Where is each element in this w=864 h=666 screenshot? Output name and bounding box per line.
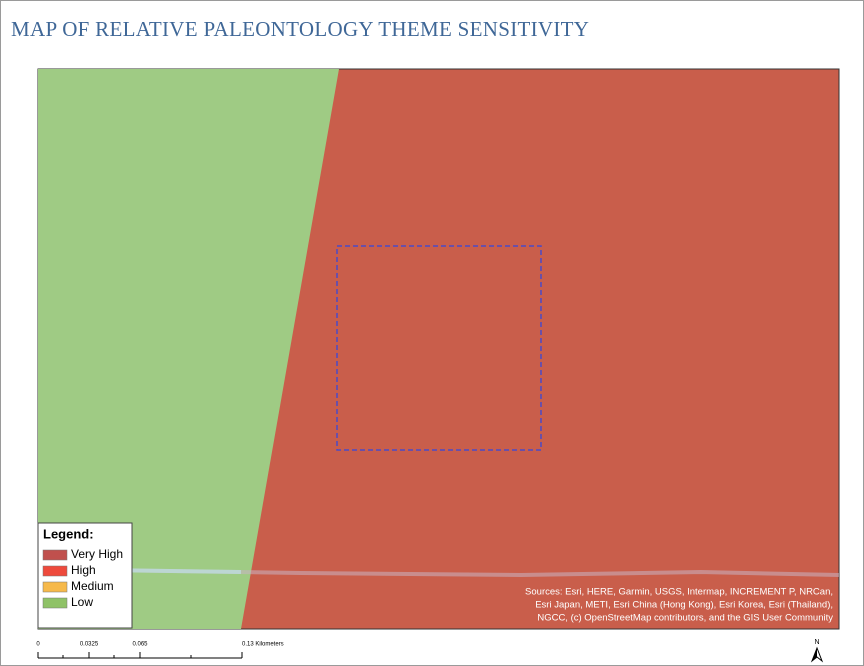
legend-label: Low: [71, 595, 93, 609]
scale-label: 0: [36, 642, 40, 648]
scale-labels: 0 0.0325 0.065 0.13 Kilometers: [36, 642, 283, 648]
attribution: Sources: Esri, HERE, Garmin, USGS, Inter…: [525, 587, 833, 624]
legend-label: High: [71, 563, 96, 577]
legend-swatch: [42, 565, 68, 577]
attribution-line: Esri Japan, METI, Esri China (Hong Kong)…: [535, 600, 833, 611]
legend-swatch: [42, 581, 68, 593]
scale-label: 0.0325: [80, 642, 99, 648]
scale-bar: [37, 652, 243, 659]
legend-title: Legend:: [43, 526, 94, 541]
scale-label: 0.13 Kilometers: [242, 642, 284, 648]
map-title: MAP OF RELATIVE PALEONTOLOGY THEME SENSI…: [11, 17, 590, 41]
attribution-line: NGCC, (c) OpenStreetMap contributors, an…: [537, 613, 833, 624]
legend-items: Very High High Medium Low: [42, 547, 123, 609]
project-boundary: [336, 245, 542, 451]
legend-swatch: [42, 597, 68, 609]
legend-label: Very High: [71, 547, 123, 561]
north-arrow: N: [810, 639, 824, 663]
north-label: N: [814, 639, 819, 646]
scale-label: 0.065: [132, 642, 148, 648]
legend-label: Medium: [71, 579, 114, 593]
legend-swatch: [42, 549, 68, 561]
attribution-line: Sources: Esri, HERE, Garmin, USGS, Inter…: [525, 587, 833, 598]
low-zone: [38, 69, 339, 629]
